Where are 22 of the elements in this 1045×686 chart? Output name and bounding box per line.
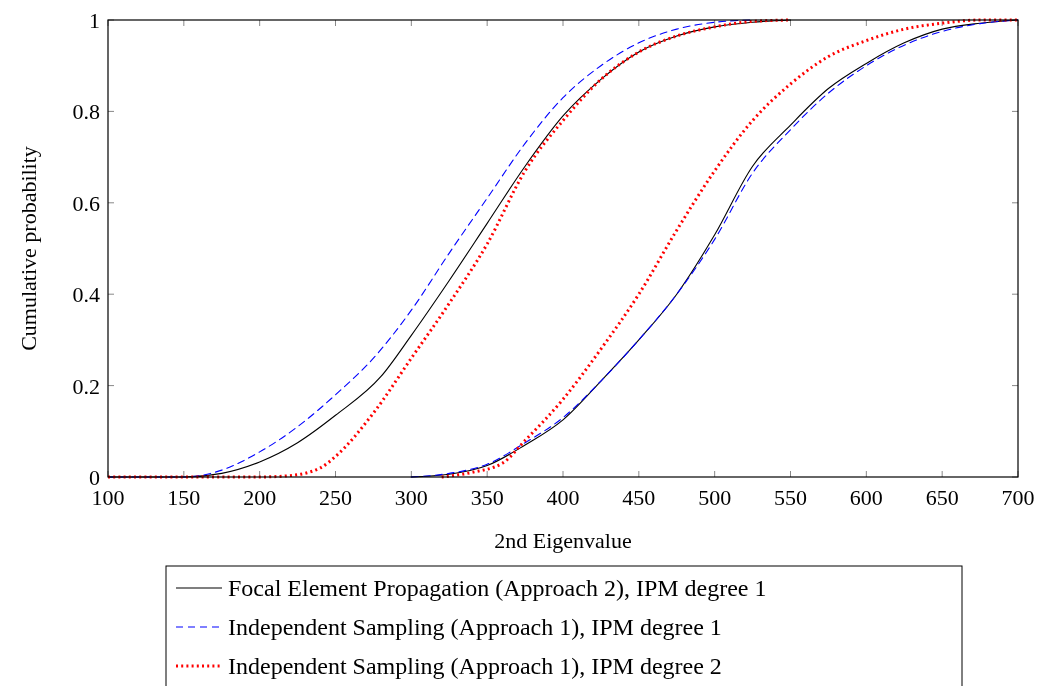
x-tick-label: 600 [849,485,883,510]
y-tick-label: 0.2 [72,373,100,399]
legend-label: Focal Element Propagation (Approach 2), IPM degree 1 [228,575,767,601]
x-tick-label: 400 [546,485,580,510]
x-tick-label: 650 [925,485,959,510]
x-tick-label: 200 [243,485,277,510]
y-axis-title: Cumulative probability [16,146,41,351]
x-tick-label: 150 [167,485,201,510]
x-tick-label: 550 [774,485,807,510]
x-tick-label: 300 [394,485,428,510]
x-tick-label: 350 [470,485,504,510]
y-tick-label: 1 [89,8,100,33]
y-tick-label: 0.6 [72,190,100,216]
x-tick-label: 500 [698,485,732,510]
legend-label: Independent Sampling (Approach 1), IPM degree 1 [228,614,722,640]
x-axis-title: 2nd Eigenvalue [494,528,632,553]
y-tick-label: 0.4 [72,282,100,308]
x-tick-label: 700 [1001,485,1035,510]
y-tick-label: 0.8 [72,99,100,125]
x-tick-label: 450 [622,485,656,510]
legend-label: Independent Sampling (Approach 1), IPM degree 2 [228,653,722,679]
x-tick-label: 250 [319,485,352,510]
